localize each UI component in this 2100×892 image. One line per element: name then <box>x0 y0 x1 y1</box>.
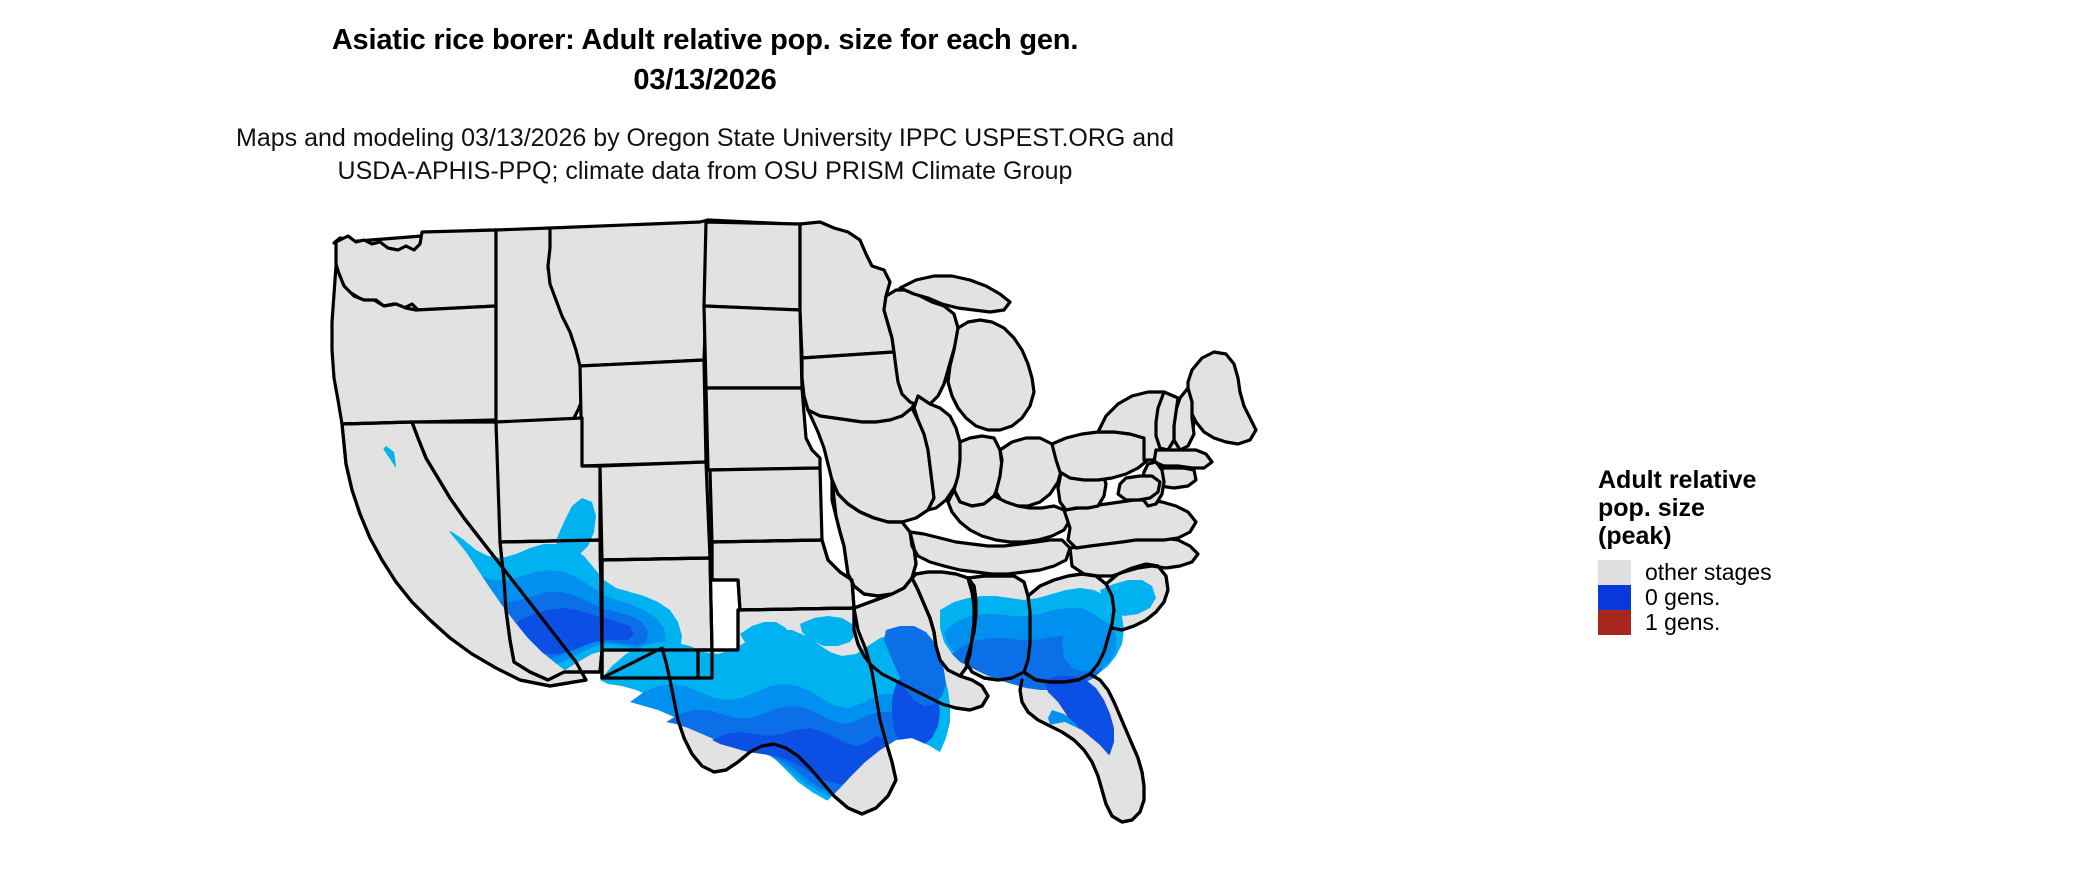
state-maryland <box>1116 474 1162 502</box>
state-colorado <box>598 460 712 562</box>
border-arizona <box>498 538 604 682</box>
state-borders-overlay <box>340 420 1170 824</box>
state-kentucky <box>946 488 1072 544</box>
border-oklahoma <box>710 538 856 612</box>
legend-item-0-gens: 0 gens. <box>1598 585 1898 610</box>
legend-items: other stages 0 gens. 1 gens. <box>1598 560 1898 635</box>
state-massachusetts <box>1152 448 1214 470</box>
title-line-2: 03/13/2026 <box>633 64 777 96</box>
overlay-sw-az-upper <box>556 498 596 558</box>
state-vermont <box>1154 390 1180 452</box>
legend-label-0-gens: 0 gens. <box>1645 584 1721 610</box>
state-south-dakota <box>702 304 804 390</box>
state-nebraska <box>704 386 822 472</box>
overlay-sc-la-deep <box>884 626 946 706</box>
legend-label-other-stages: other stages <box>1645 559 1772 585</box>
us-map-svg <box>300 210 1620 890</box>
border-mississippi <box>910 570 976 678</box>
border-south-carolina <box>1104 562 1170 632</box>
legend-swatch-0-gens <box>1598 585 1631 610</box>
state-tennessee <box>908 530 1072 576</box>
legend-title-line-1: Adult relative <box>1598 466 1757 494</box>
state-ohio <box>994 436 1064 508</box>
overlay-sc-ok-edge <box>800 616 856 646</box>
state-michigan-lower <box>946 318 1036 432</box>
state-michigan-up <box>898 274 1012 314</box>
state-nd-full <box>702 220 802 312</box>
overlay-se-fl-high <box>1044 676 1114 762</box>
legend-swatch-1-gens <box>1598 610 1631 635</box>
legend-title: Adult relative pop. size (peak) <box>1598 466 1783 550</box>
page-subtitle: Maps and modeling 03/13/2026 by Oregon S… <box>0 122 1410 188</box>
legend-swatch-other-stages <box>1598 560 1631 585</box>
state-kansas <box>708 466 824 544</box>
state-virginia <box>1062 498 1198 550</box>
overlay-sc-tx-panhandle <box>740 622 790 650</box>
border-alabama <box>964 574 1032 682</box>
subtitle-line-1: Maps and modeling 03/13/2026 by Oregon S… <box>236 124 1174 152</box>
border-texas <box>600 606 898 816</box>
legend-item-1-gens: 1 gens. <box>1598 610 1898 635</box>
state-oregon <box>330 264 498 426</box>
state-wyoming <box>578 358 708 468</box>
border-florida <box>1018 670 1146 824</box>
state-pennsylvania <box>1050 430 1154 482</box>
legend-label-1-gens: 1 gens. <box>1645 609 1721 635</box>
legend-title-line-2: pop. size <box>1598 494 1705 522</box>
legend: Adult relative pop. size (peak) other st… <box>1598 466 1898 635</box>
state-illinois <box>912 394 964 512</box>
legend-item-other-stages: other stages <box>1598 560 1898 585</box>
border-california <box>340 420 588 688</box>
border-arkansas <box>830 478 918 598</box>
title-line-1: Asiatic rice borer: Adult relative pop. … <box>331 24 1079 56</box>
page-title: Asiatic rice borer: Adult relative pop. … <box>0 20 1410 100</box>
us-map <box>300 210 1620 890</box>
subtitle-line-2: USDA-APHIS-PPQ; climate data from OSU PR… <box>337 157 1073 185</box>
legend-title-line-3: (peak) <box>1598 522 1672 550</box>
